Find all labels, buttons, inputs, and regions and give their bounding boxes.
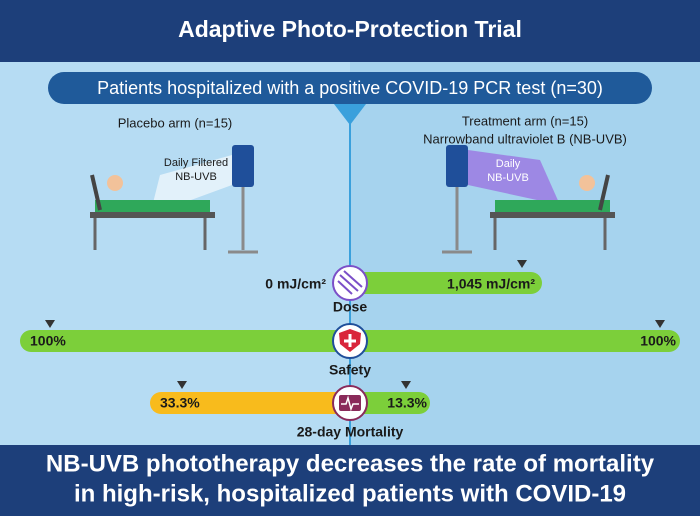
marker: [177, 381, 187, 389]
treatment-label: Treatment arm (n=15): [462, 113, 588, 128]
header-bar: [0, 0, 700, 62]
lamp-label: NB-UVB: [487, 172, 529, 184]
conclusion: in high-risk, hospitalized patients with…: [74, 480, 626, 507]
dose-value: 1,045 mJ/cm²: [447, 276, 535, 292]
mortality-value: 33.3%: [160, 395, 200, 411]
marker: [401, 381, 411, 389]
placebo-label: Placebo arm (n=15): [118, 115, 233, 130]
population-pill: [48, 72, 652, 104]
safety-value: 100%: [30, 333, 66, 349]
conclusion-bar: [0, 445, 700, 516]
safety-label: Safety: [329, 362, 371, 378]
mortality-bar-placebo: [150, 392, 350, 414]
mortality-value: 13.3%: [387, 395, 427, 411]
safety-value: 100%: [640, 333, 676, 349]
mortality-pulse: [341, 395, 359, 412]
lamp-label: Daily: [496, 158, 521, 170]
title: Adaptive Photo-Protection Trial: [178, 16, 522, 42]
treatment-illustration: [442, 145, 615, 254]
marker: [655, 320, 665, 328]
lamp-label: NB-UVB: [175, 171, 217, 183]
dose-label: Dose: [333, 299, 367, 315]
lamp-label: Daily Filtered: [164, 157, 228, 169]
dose-value: 0 mJ/cm²: [265, 276, 326, 292]
marker: [45, 320, 55, 328]
safety-cross: [344, 334, 356, 347]
population: Patients hospitalized with a positive CO…: [97, 78, 603, 98]
treatment-label: Narrowband ultraviolet B (NB-UVB): [423, 131, 627, 146]
placebo-illustration: [90, 145, 258, 254]
conclusion: NB-UVB phototherapy decreases the rate o…: [46, 450, 655, 477]
pointer: [334, 104, 366, 125]
dose-bar: [350, 272, 542, 294]
marker: [517, 260, 527, 268]
dose-icon-rays: [337, 270, 363, 295]
mortality-label: 28-day Mortality: [297, 424, 404, 440]
